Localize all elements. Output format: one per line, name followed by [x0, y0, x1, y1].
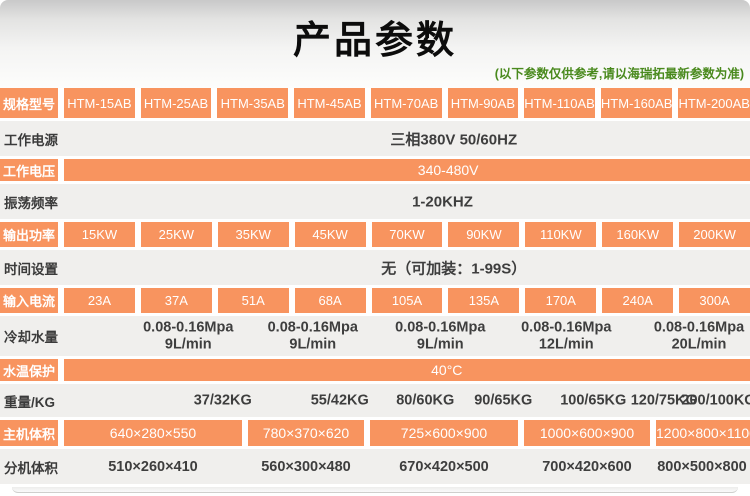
cooling-flow: 12L/min	[538, 336, 594, 352]
voltage-value: 340-480V	[417, 162, 479, 178]
cooling-flow: 9L/min	[289, 336, 337, 352]
water-temp-bar: 40°C	[64, 359, 750, 381]
spec-row-time-setting: 时间设置 无（可加装：1-99S）	[0, 250, 750, 285]
spec-row-water-temp: 水温保护 40°C	[0, 359, 750, 381]
voltage-bar: 340-480V	[64, 159, 750, 181]
cooling-pressure: 0.08-0.16Mpa	[267, 319, 358, 336]
output-power-cell: 200KW	[679, 222, 750, 247]
cooling-pressure: 0.08-0.16Mpa	[395, 319, 486, 336]
time-setting-value: 无（可加装：1-99S）	[381, 260, 527, 277]
sub-volume-cell: 560×300×480	[261, 458, 351, 475]
spec-row-cooling-water: 冷却水量 0.08-0.16Mpa 9L/min 0.08-0.16Mpa 9L/m…	[0, 316, 750, 356]
cooling-flow: 20L/min	[671, 336, 727, 352]
row-label-models: 规格型号	[0, 88, 58, 118]
main-volume-cell: 780×370×620	[248, 420, 364, 446]
cooling-pressure: 0.08-0.16Mpa	[521, 319, 612, 336]
main-volume-cell: 640×280×550	[64, 420, 242, 446]
sub-volume-cell: 800×500×800	[657, 458, 747, 475]
spec-row-power-supply: 工作电源 三相380V 50/60HZ	[0, 121, 750, 156]
spec-row-voltage: 工作电压 340-480V	[0, 159, 750, 181]
weight-cell: 100/65KG	[560, 392, 627, 409]
row-label-voltage: 工作电压	[0, 159, 58, 181]
output-power-cell: 160KW	[602, 222, 674, 247]
model-cell: HTM-25AB	[140, 88, 212, 118]
water-temp-value: 40°C	[431, 362, 463, 378]
header: 产品参数 (以下参数仅供参考,请以海瑞拓最新参数为准)	[0, 0, 750, 88]
power-supply-value: 三相380V 50/60HZ	[390, 131, 518, 148]
cooling-water-cell: 0.08-0.16Mpa 20L/min	[654, 319, 744, 352]
cooling-water-cell: 0.08-0.16Mpa 9L/min	[268, 319, 358, 352]
output-power-cell: 35KW	[217, 222, 289, 247]
cooling-pressure: 0.08-0.16Mpa	[143, 319, 234, 336]
main-volume-cell: 1000×600×900	[524, 420, 650, 446]
model-cell: HTM-70AB	[370, 88, 442, 118]
input-current-cell: 37A	[140, 288, 212, 313]
main-volume-cell: 1200×800×1100	[656, 420, 750, 446]
row-label-frequency: 振荡频率	[4, 195, 58, 211]
row-label-weight: 重量/KG	[4, 394, 56, 410]
row-label-output-power: 输出功率	[0, 222, 58, 247]
input-current-cell: 240A	[602, 288, 674, 313]
row-label-main-volume: 主机体积	[0, 420, 58, 446]
row-label-input-current: 输入电流	[0, 288, 58, 313]
weight-cell: 55/42KG	[310, 392, 369, 409]
page-title: 产品参数	[292, 20, 457, 62]
model-cell: HTM-35AB	[217, 88, 289, 118]
row-label-cooling-water: 冷却水量	[4, 330, 58, 345]
input-current-cell: 135A	[448, 288, 520, 313]
model-cell: HTM-90AB	[447, 88, 519, 118]
output-power-cell: 70KW	[371, 222, 443, 247]
cooling-pressure: 0.08-0.16Mpa	[653, 319, 745, 336]
model-cell: HTM-15AB	[64, 88, 135, 118]
sub-volume-cell: 700×420×600	[542, 458, 632, 475]
cooling-water-cell: 0.08-0.16Mpa 12L/min	[521, 319, 611, 352]
model-cell: HTM-200AB	[678, 88, 750, 118]
input-current-cell: 170A	[525, 288, 597, 313]
row-label-power-supply: 工作电源	[4, 132, 58, 148]
weight-cell: 120/75KG	[630, 392, 697, 409]
row-label-water-temp: 水温保护	[0, 359, 58, 381]
cooling-flow: 9L/min	[416, 336, 464, 352]
sub-volume-cell: 670×420×500	[399, 458, 489, 475]
sub-volume-cell: 510×260×410	[108, 458, 198, 475]
weight-cell: 80/60KG	[396, 392, 455, 409]
input-current-cell: 105A	[371, 288, 443, 313]
input-current-cell: 68A	[294, 288, 366, 313]
cooling-flow: 9L/min	[164, 336, 212, 352]
weight-cell: 37/32KG	[193, 392, 252, 409]
spec-row-sub-volume: 分机体积 510×260×410 560×300×480 670×420×500…	[0, 449, 750, 484]
cooling-water-cell: 0.08-0.16Mpa 9L/min	[395, 319, 485, 352]
row-label-time-setting: 时间设置	[4, 261, 58, 277]
frequency-value: 1-20KHZ	[412, 193, 473, 210]
spec-row-main-volume: 主机体积 640×280×550 780×370×620 725×600×900…	[0, 420, 750, 446]
output-power-cell: 90KW	[448, 222, 520, 247]
spec-row-input-current: 输入电流 23A 37A 51A 68A 105A 135A 170A 240A…	[0, 288, 750, 313]
spec-row-models: 规格型号 HTM-15AB HTM-25AB HTM-35AB HTM-45AB…	[0, 88, 750, 118]
spec-row-weight: 重量/KG 37/32KG 55/42KG 80/60KG 90/65KG 10…	[0, 384, 750, 417]
main-volume-cell: 725×600×900	[370, 420, 518, 446]
spec-row-frequency: 振荡频率 1-20KHZ	[0, 184, 750, 219]
weight-cell: 90/65KG	[474, 392, 533, 409]
model-cell: HTM-45AB	[294, 88, 365, 118]
cooling-water-cell: 0.08-0.16Mpa 9L/min	[143, 319, 233, 352]
panel-bottom-shadow	[12, 487, 738, 493]
weight-cell: 200/100KG	[681, 392, 750, 409]
row-label-sub-volume: 分机体积	[4, 460, 58, 476]
output-power-cell: 110KW	[525, 222, 597, 247]
input-current-cell: 23A	[64, 288, 135, 313]
disclaimer-note: (以下参数仅供参考,请以海瑞拓最新参数为准)	[494, 67, 744, 81]
input-current-cell: 51A	[217, 288, 289, 313]
spec-row-output-power: 输出功率 15KW 25KW 35KW 45KW 70KW 90KW 110KW…	[0, 222, 750, 247]
spec-table: 规格型号 HTM-15AB HTM-25AB HTM-35AB HTM-45AB…	[0, 88, 750, 484]
input-current-cell: 300A	[679, 288, 750, 313]
model-cell: HTM-160AB	[600, 88, 673, 118]
model-cell: HTM-110AB	[524, 88, 595, 118]
output-power-cell: 15KW	[64, 222, 135, 247]
output-power-cell: 25KW	[140, 222, 212, 247]
output-power-cell: 45KW	[294, 222, 366, 247]
